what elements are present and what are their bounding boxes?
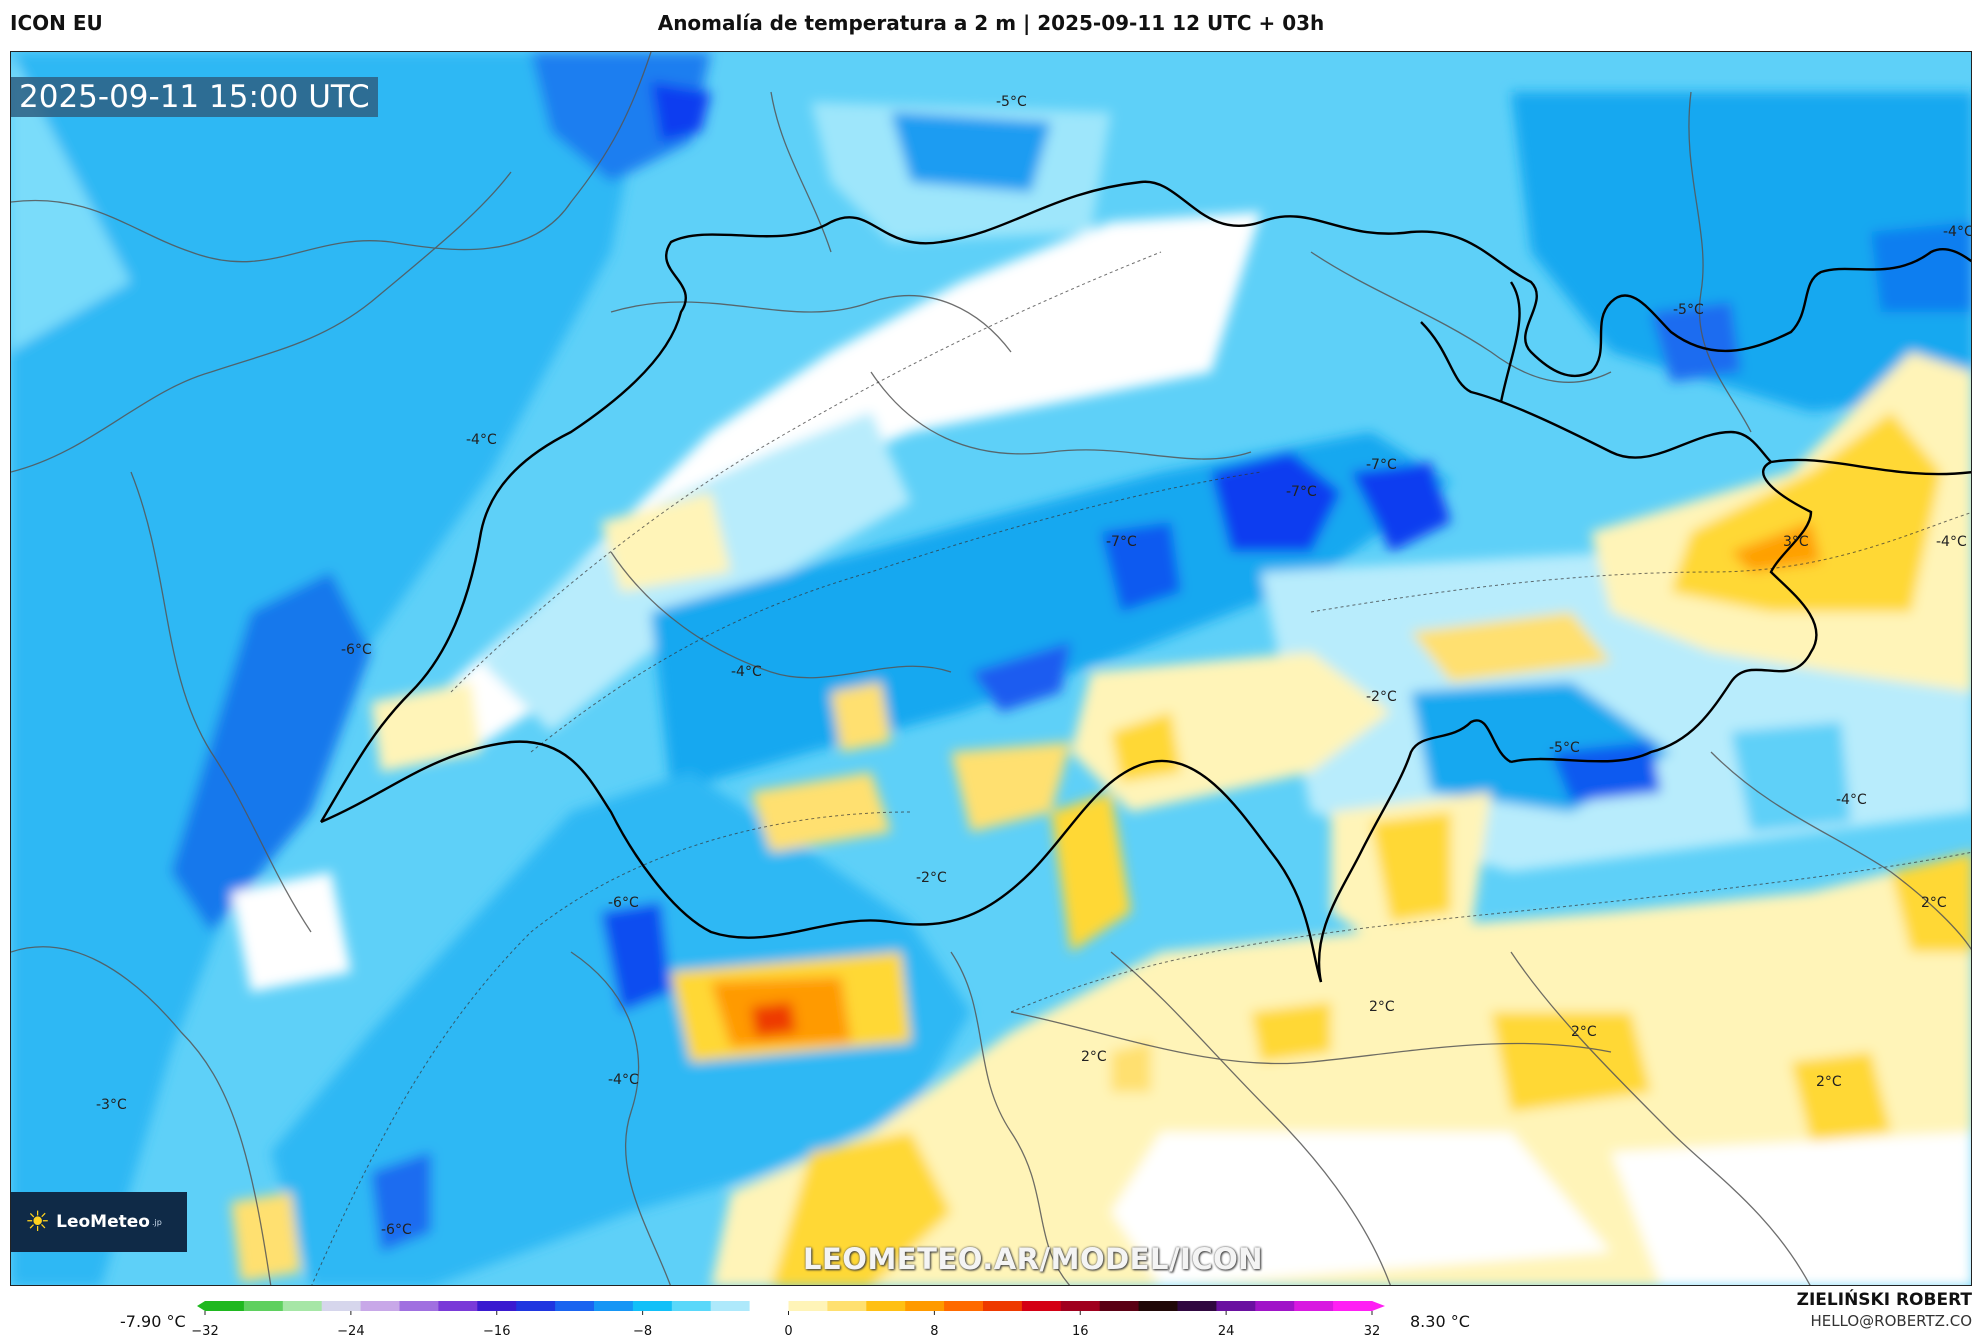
colorbar-cell — [399, 1301, 439, 1311]
leometeo-logo[interactable]: ☀ LeoMeteo .jp — [11, 1192, 187, 1252]
contour-label: -4°C — [1943, 224, 1972, 240]
watermark-url: LEOMETEO.AR/MODEL/ICON — [803, 1242, 1264, 1276]
sun-icon: ☀ — [25, 1205, 51, 1238]
contour-label: -4°C — [466, 432, 497, 448]
colorbar-cell — [749, 1301, 789, 1311]
contour-label: 2°C — [1369, 999, 1395, 1015]
colorbar-max-label: 8.30 °C — [1410, 1312, 1470, 1331]
colorbar-cell — [1177, 1301, 1217, 1311]
contour-label: -6°C — [608, 895, 639, 911]
colorbar-tick-label: −8 — [633, 1324, 653, 1339]
colorbar-cell — [1138, 1301, 1178, 1311]
colorbar-cell — [1216, 1301, 1256, 1311]
contour-label: -5°C — [996, 94, 1027, 110]
colorbar-cell — [282, 1301, 323, 1311]
map-panel[interactable]: 2025-09-11 15:00 UTC -5°C -4°C -5°C -4°C… — [10, 51, 1972, 1286]
contour-label: 2°C — [1571, 1024, 1597, 1040]
contour-label: -2°C — [1366, 689, 1397, 705]
model-name: ICON EU — [10, 11, 103, 35]
temperature-anomaly-map — [11, 52, 1971, 1285]
colorbar-cell — [788, 1301, 828, 1311]
colorbar-tick-label: 32 — [1363, 1324, 1381, 1339]
contour-label: -7°C — [1286, 484, 1317, 500]
country-borders — [319, 180, 1971, 983]
colorbar-cell — [594, 1301, 634, 1311]
contour-label: -4°C — [608, 1072, 639, 1088]
colorbar-cell — [944, 1301, 984, 1311]
contour-label: -4°C — [1936, 534, 1967, 550]
colorbar-cell — [321, 1301, 362, 1311]
colorbar-cell — [1060, 1301, 1101, 1311]
colorbar-cell — [710, 1301, 751, 1311]
colorbar-min-arrow — [197, 1301, 205, 1311]
colorbar-cell — [1294, 1301, 1334, 1311]
colorbar-cell — [438, 1301, 478, 1311]
contour-label: 2°C — [1921, 895, 1947, 911]
colorbar-cell — [905, 1301, 945, 1311]
colorbar-tick-label: 24 — [1217, 1324, 1235, 1339]
colorbar-max-arrow — [1372, 1301, 1385, 1311]
colorbar-tick-label: −32 — [191, 1324, 219, 1339]
contour-label: 2°C — [1081, 1049, 1107, 1065]
colorbar-cell — [516, 1301, 556, 1311]
colorbar-cell — [866, 1301, 906, 1311]
contour-label: -2°C — [916, 870, 947, 886]
contour-lines — [311, 251, 1971, 1285]
contour-label: -4°C — [731, 664, 762, 680]
colorbar-min-label: -7.90 °C — [120, 1312, 186, 1331]
contour-label: -5°C — [1549, 740, 1580, 756]
valid-time-badge: 2025-09-11 15:00 UTC — [11, 77, 378, 117]
colorbar-cell — [360, 1301, 400, 1311]
contour-label: -6°C — [381, 1222, 412, 1238]
logo-text: LeoMeteo — [56, 1212, 150, 1232]
colorbar-cell — [671, 1301, 712, 1311]
colorbar-cell — [555, 1301, 595, 1311]
colorbar-cell — [1333, 1301, 1373, 1311]
colorbar-cell — [1099, 1301, 1140, 1311]
colorbar-tick-label: 16 — [1071, 1324, 1089, 1339]
colorbar-tick-label: −16 — [483, 1324, 511, 1339]
contour-label: 3°C — [1783, 534, 1809, 550]
colorbar-cell — [243, 1301, 284, 1311]
colorbar-cell — [477, 1301, 517, 1311]
colorbar-tick-label: −24 — [337, 1324, 365, 1339]
contour-label: -4°C — [1836, 792, 1867, 808]
colorbar-cell — [205, 1301, 245, 1311]
map-title: Anomalía de temperatura a 2 m | 2025-09-… — [657, 11, 1325, 35]
colorbar-svg — [197, 1301, 1385, 1315]
author-credit: ZIELIŃSKI ROBERT HELLO@ROBERTZ.CO — [1797, 1290, 1972, 1330]
colorbar-cell — [983, 1301, 1023, 1311]
contour-label: -7°C — [1106, 534, 1137, 550]
contour-label: -3°C — [96, 1097, 127, 1113]
colorbar-cell — [1255, 1301, 1295, 1311]
colorbar-tick-label: 8 — [930, 1324, 939, 1339]
contour-label: -5°C — [1673, 302, 1704, 318]
region-borders — [11, 52, 1971, 1285]
contour-label: -6°C — [341, 642, 372, 658]
logo-suffix: .jp — [151, 1217, 162, 1227]
colorbar-cell — [632, 1301, 673, 1311]
colorbar-tick-label: 0 — [784, 1324, 793, 1339]
colorbar-cell — [827, 1301, 867, 1311]
author-name: ZIELIŃSKI ROBERT — [1796, 1290, 1972, 1310]
colorbar-cell — [1021, 1301, 1062, 1311]
author-email: HELLO@ROBERTZ.CO — [1810, 1312, 1972, 1330]
contour-label: 2°C — [1816, 1074, 1842, 1090]
colorbar: -7.90 °C 8.30 °C −32 −24 −16 −8 0 8 16 24 32 — [0, 1290, 1982, 1339]
contour-label: -7°C — [1366, 457, 1397, 473]
